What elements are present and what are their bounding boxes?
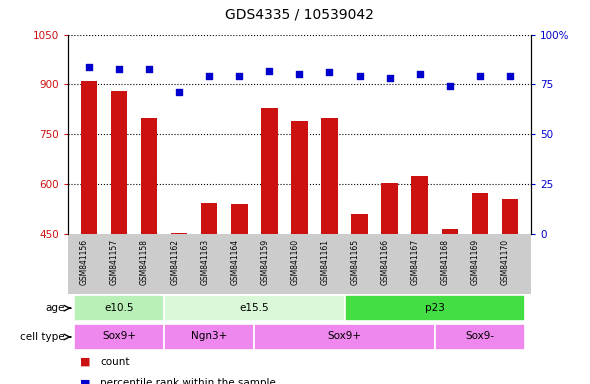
Point <box>475 73 484 79</box>
Text: ■: ■ <box>80 378 90 384</box>
Bar <box>164 324 254 350</box>
Point <box>385 75 394 81</box>
Point <box>114 65 124 71</box>
Text: GSM841166: GSM841166 <box>381 239 389 285</box>
Point <box>175 89 184 96</box>
Point <box>235 73 244 79</box>
Bar <box>74 295 164 321</box>
Point <box>324 70 334 76</box>
Bar <box>261 108 278 384</box>
Point <box>205 73 214 79</box>
Text: GSM841158: GSM841158 <box>140 239 149 285</box>
Text: p23: p23 <box>425 303 445 313</box>
Text: Ngn3+: Ngn3+ <box>191 331 227 341</box>
Bar <box>201 203 218 384</box>
Bar <box>81 81 97 384</box>
Text: GSM841162: GSM841162 <box>170 239 179 285</box>
Point <box>355 73 364 79</box>
Bar <box>141 118 158 384</box>
Bar <box>471 193 488 384</box>
Bar <box>74 324 164 350</box>
Text: e10.5: e10.5 <box>104 303 134 313</box>
Bar <box>254 324 435 350</box>
Text: cell type: cell type <box>20 332 65 342</box>
Text: Sox9+: Sox9+ <box>327 331 362 341</box>
Point <box>145 65 154 71</box>
Bar <box>441 229 458 384</box>
Bar <box>502 199 518 384</box>
Text: Sox9+: Sox9+ <box>102 331 136 341</box>
Text: GSM841161: GSM841161 <box>320 239 329 285</box>
Bar <box>435 324 525 350</box>
Bar <box>231 204 248 384</box>
Text: GSM841159: GSM841159 <box>260 239 270 285</box>
Bar <box>164 295 345 321</box>
Point <box>84 63 94 70</box>
Bar <box>111 91 127 384</box>
Text: GSM841168: GSM841168 <box>441 239 450 285</box>
Text: GSM841169: GSM841169 <box>471 239 480 285</box>
Text: GSM841157: GSM841157 <box>110 239 119 285</box>
Text: GSM841167: GSM841167 <box>411 239 419 285</box>
Text: GDS4335 / 10539042: GDS4335 / 10539042 <box>225 7 374 21</box>
Bar <box>291 121 308 384</box>
Text: GSM841170: GSM841170 <box>501 239 510 285</box>
Bar <box>351 214 368 384</box>
Bar <box>345 295 525 321</box>
Point <box>294 71 304 78</box>
Text: e15.5: e15.5 <box>240 303 269 313</box>
Text: count: count <box>100 357 130 367</box>
Text: percentile rank within the sample: percentile rank within the sample <box>100 378 276 384</box>
Text: Sox9-: Sox9- <box>466 331 494 341</box>
Bar <box>411 176 428 384</box>
Point <box>445 83 454 89</box>
Point <box>415 71 424 78</box>
Text: GSM841163: GSM841163 <box>200 239 209 285</box>
Text: GSM841156: GSM841156 <box>80 239 89 285</box>
Bar <box>381 183 398 384</box>
Point <box>265 68 274 74</box>
Text: ■: ■ <box>80 357 90 367</box>
Text: GSM841160: GSM841160 <box>290 239 299 285</box>
Point <box>505 73 514 79</box>
Text: GSM841165: GSM841165 <box>350 239 359 285</box>
Bar <box>171 233 188 384</box>
Text: age: age <box>45 303 65 313</box>
Bar <box>321 118 337 384</box>
Text: GSM841164: GSM841164 <box>230 239 240 285</box>
